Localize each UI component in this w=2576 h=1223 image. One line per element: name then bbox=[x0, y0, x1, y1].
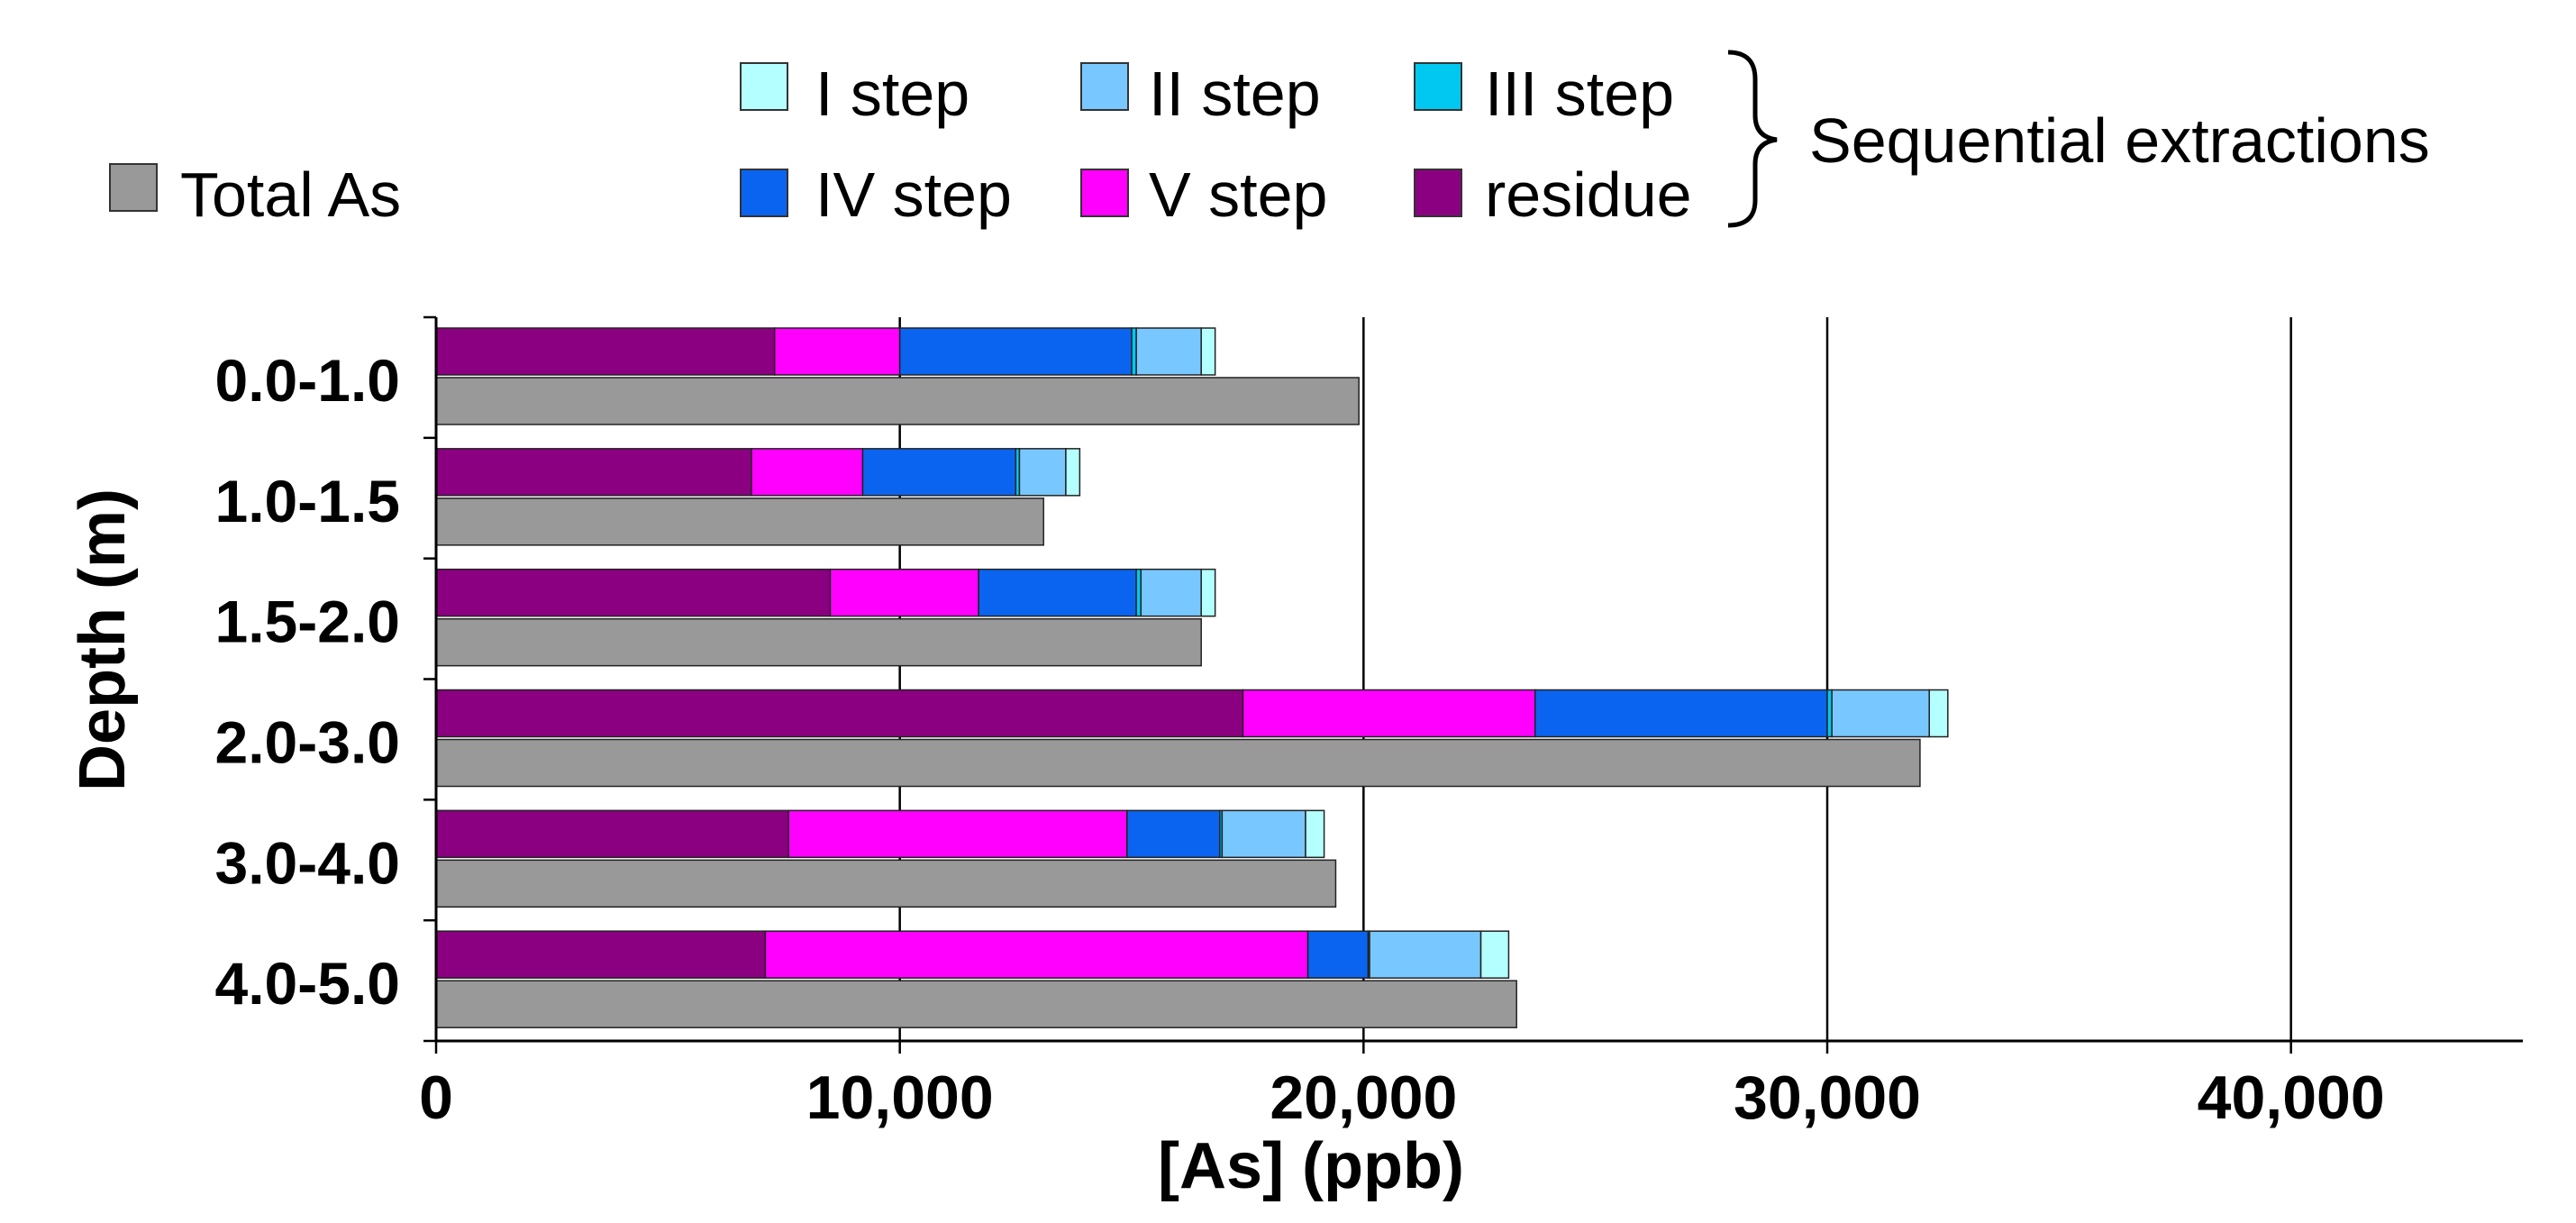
y-tick-label-4: 3.0-4.0 bbox=[215, 829, 400, 896]
gridlines bbox=[898, 317, 2292, 1041]
bar-residue-3 bbox=[435, 689, 1244, 738]
x-tick-label-4: 40,000 bbox=[2198, 1063, 2385, 1132]
bar-total-as-2 bbox=[435, 617, 1202, 667]
bar-v-step-1 bbox=[751, 448, 864, 497]
bar-v-step-0 bbox=[773, 327, 901, 376]
bar-i-step-0 bbox=[1200, 327, 1216, 376]
bar-v-step-5 bbox=[764, 930, 1309, 979]
plot-area: 0.0-1.0 1.0-1.5 1.5-2.0 2.0-3.0 3.0-4.0 4.0-5… bbox=[215, 315, 2523, 1132]
legend-swatch-residue bbox=[1414, 169, 1462, 217]
legend-swatch-i-step bbox=[740, 62, 788, 111]
legend-label-total-as: Total As bbox=[180, 160, 401, 230]
x-tick-label-0: 0 bbox=[419, 1063, 453, 1132]
bar-i-step-3 bbox=[1928, 689, 1949, 738]
legend-label-iii-step: III step bbox=[1485, 59, 1674, 129]
bar-residue-0 bbox=[435, 327, 776, 376]
bar-total-as-5 bbox=[435, 980, 1517, 1028]
bar-total-as-0 bbox=[435, 377, 1360, 425]
bar-i-step-2 bbox=[1200, 568, 1216, 617]
bar-iv-step-2 bbox=[978, 568, 1137, 617]
legend-swatch-v-step bbox=[1080, 169, 1129, 217]
legend-label-i-step: I step bbox=[815, 59, 969, 129]
bar-v-step-4 bbox=[787, 809, 1128, 859]
legend-brace bbox=[1727, 50, 1778, 228]
legend-label-ii-step: II step bbox=[1149, 59, 1321, 129]
x-tick-label-1: 10,000 bbox=[806, 1063, 994, 1132]
bars bbox=[435, 327, 1949, 1028]
bar-ii-step-0 bbox=[1135, 327, 1202, 376]
legend-swatch-iv-step bbox=[740, 169, 788, 217]
y-tick-label-3: 2.0-3.0 bbox=[215, 708, 400, 775]
bar-residue-5 bbox=[435, 930, 767, 979]
tick-labels: 0.0-1.0 1.0-1.5 1.5-2.0 2.0-3.0 3.0-4.0 4.0-5… bbox=[215, 347, 2385, 1132]
bar-total-as-4 bbox=[435, 859, 1337, 908]
y-tick-label-5: 4.0-5.0 bbox=[215, 950, 400, 1017]
bar-iii-step-3 bbox=[1826, 689, 1833, 738]
bar-iv-step-4 bbox=[1126, 809, 1221, 859]
bar-v-step-2 bbox=[829, 568, 979, 617]
y-axis-label: Depth (m) bbox=[67, 488, 139, 791]
legend-label-residue: residue bbox=[1485, 160, 1692, 230]
legend-swatch-iii-step bbox=[1414, 62, 1462, 111]
x-tick-label-3: 30,000 bbox=[1734, 1063, 1921, 1132]
bar-v-step-3 bbox=[1242, 689, 1536, 738]
bar-residue-2 bbox=[435, 568, 832, 617]
bar-i-step-5 bbox=[1479, 930, 1510, 979]
bar-ii-step-2 bbox=[1140, 568, 1202, 617]
bar-residue-1 bbox=[435, 448, 752, 497]
bar-iv-step-1 bbox=[861, 448, 1017, 497]
y-tick-label-0: 0.0-1.0 bbox=[215, 347, 400, 414]
bar-residue-4 bbox=[435, 809, 789, 859]
bar-iii-step-0 bbox=[1131, 327, 1137, 376]
legend-group-label: Sequential extractions bbox=[1809, 105, 2430, 176]
x-tick-label-2: 20,000 bbox=[1270, 1063, 1457, 1132]
bar-iv-step-0 bbox=[898, 327, 1133, 376]
bar-iv-step-3 bbox=[1534, 689, 1828, 738]
x-axis-label: [As] (ppb) bbox=[1158, 1130, 1464, 1202]
bar-iii-step-2 bbox=[1135, 568, 1142, 617]
legend-label-v-step: V step bbox=[1149, 160, 1327, 230]
legend: Total As I step II step III step IV step… bbox=[109, 50, 2430, 230]
bar-total-as-3 bbox=[435, 738, 1921, 788]
bar-i-step-4 bbox=[1305, 809, 1325, 859]
y-tick-label-2: 1.5-2.0 bbox=[215, 589, 400, 655]
y-tick-label-1: 1.0-1.5 bbox=[215, 468, 400, 534]
bar-ii-step-5 bbox=[1369, 930, 1482, 979]
bar-ii-step-3 bbox=[1831, 689, 1930, 738]
bar-ii-step-1 bbox=[1018, 448, 1067, 497]
legend-label-iv-step: IV step bbox=[815, 160, 1012, 230]
legend-swatch-total-as bbox=[109, 163, 158, 212]
axes bbox=[423, 315, 2523, 1054]
bar-i-step-1 bbox=[1065, 448, 1081, 497]
bar-iv-step-5 bbox=[1306, 930, 1370, 979]
legend-swatch-ii-step bbox=[1080, 62, 1129, 111]
bar-total-as-1 bbox=[435, 497, 1044, 546]
bar-ii-step-4 bbox=[1221, 809, 1306, 859]
